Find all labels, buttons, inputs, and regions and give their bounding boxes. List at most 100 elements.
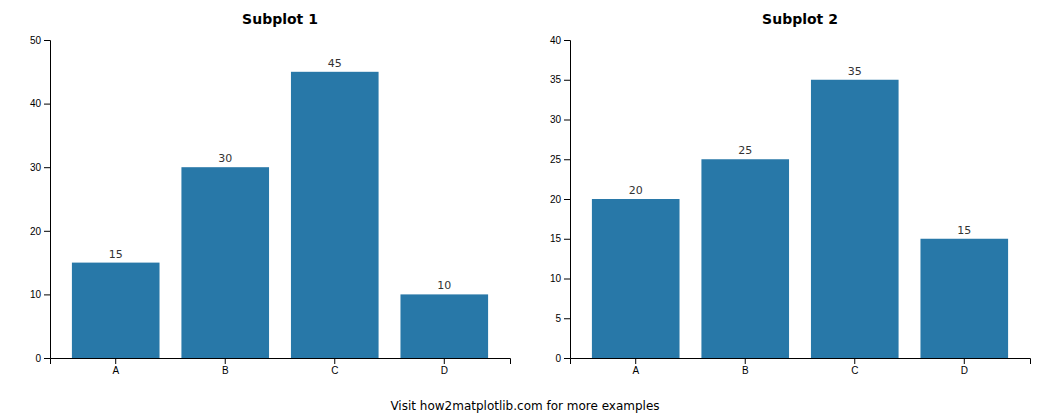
tick-mark: [564, 358, 570, 359]
y-tick: 50: [30, 35, 50, 46]
y-tick: 30: [30, 162, 50, 173]
axis-line: [44, 41, 51, 359]
x-tick: D: [961, 358, 968, 376]
x-tick: C: [331, 358, 338, 376]
tick-label: 10: [30, 289, 42, 300]
panel: 0 10 20 30 40 50 A B C D 15 30 45 10 Subplot 1: [30, 11, 511, 376]
bars: [72, 72, 488, 358]
bar: [811, 80, 899, 358]
bar: [701, 159, 789, 358]
y-tick: 35: [550, 74, 570, 85]
chart-root: 01020304050ABCD15304510Subplot 105101520…: [0, 0, 1050, 420]
y-tick: 0: [35, 353, 50, 364]
data-label: 25: [738, 144, 752, 157]
tick-label: 20: [30, 226, 42, 237]
tick-mark: [564, 279, 570, 280]
tick-mark: [334, 358, 335, 364]
tick-mark: [564, 199, 570, 200]
tick-label: 0: [555, 353, 561, 364]
data-label: 15: [109, 248, 123, 261]
chart-title: Subplot 1: [242, 11, 318, 27]
tick-mark: [854, 358, 855, 364]
tick-label: 0: [35, 353, 41, 364]
tick-mark: [44, 40, 50, 41]
footer: Visit how2matplotlib.com for more exampl…: [390, 399, 659, 413]
tick-mark: [444, 358, 445, 364]
tick-mark: [745, 358, 746, 364]
tick-label: 50: [30, 35, 42, 46]
axis-line: [51, 359, 511, 365]
x-tick: A: [112, 358, 119, 376]
y-tick: 40: [550, 35, 570, 46]
data-label: 45: [328, 57, 342, 70]
tick-label: 15: [550, 233, 562, 244]
y-tick: 25: [550, 154, 570, 165]
y-axis: 0 10 20 30 40 50: [30, 35, 51, 364]
tick-label: 40: [550, 35, 562, 46]
data-labels: 20 25 35 15: [629, 65, 972, 237]
tick-mark: [564, 80, 570, 81]
y-tick: 5: [555, 313, 570, 324]
tick-mark: [44, 104, 50, 105]
bar: [72, 263, 160, 358]
bar: [181, 167, 269, 358]
tick-mark: [564, 40, 570, 41]
tick-label: 10: [550, 273, 562, 284]
x-tick: C: [851, 358, 858, 376]
data-label: 10: [437, 279, 451, 292]
tick-mark: [44, 358, 50, 359]
tick-label: C: [331, 365, 338, 376]
x-tick: A: [632, 358, 639, 376]
y-tick: 0: [555, 353, 570, 364]
y-tick: 20: [550, 194, 570, 205]
tick-mark: [44, 294, 50, 295]
tick-mark: [44, 231, 50, 232]
tick-label: C: [851, 365, 858, 376]
bar: [291, 72, 379, 358]
tick-mark: [564, 159, 570, 160]
tick-label: A: [112, 365, 119, 376]
tick-label: 35: [550, 74, 562, 85]
data-labels: 15 30 45 10: [109, 57, 452, 293]
y-tick: 10: [30, 289, 50, 300]
x-axis: A B C D: [51, 358, 511, 376]
tick-label: D: [961, 365, 968, 376]
tick-label: A: [632, 365, 639, 376]
tick-label: 30: [550, 114, 562, 125]
tick-label: 5: [555, 313, 561, 324]
panel: 0 5 10 15 20 25 30 35 40 A B C D 20 25 35 15 Subplot 2: [550, 11, 1031, 376]
bar: [400, 294, 488, 358]
x-tick: B: [742, 358, 749, 376]
tick-label: 20: [550, 194, 562, 205]
y-tick: 10: [550, 273, 570, 284]
y-tick: 40: [30, 98, 50, 109]
bar: [592, 199, 680, 358]
bars: [592, 80, 1008, 358]
tick-mark: [564, 318, 570, 319]
tick-mark: [964, 358, 965, 364]
tick-mark: [44, 167, 50, 168]
tick-label: 40: [30, 98, 42, 109]
axis-line: [571, 359, 1031, 365]
chart-title: Subplot 2: [762, 11, 838, 27]
tick-mark: [564, 239, 570, 240]
data-label: 20: [629, 184, 643, 197]
bar: [920, 239, 1008, 358]
y-tick: 30: [550, 114, 570, 125]
tick-label: D: [441, 365, 448, 376]
tick-label: 25: [550, 154, 562, 165]
tick-mark: [635, 358, 636, 364]
data-label: 15: [957, 224, 971, 237]
tick-mark: [564, 120, 570, 121]
axis-line: [564, 41, 571, 359]
x-tick: B: [222, 358, 229, 376]
data-label: 30: [218, 152, 232, 165]
tick-mark: [115, 358, 116, 364]
y-tick: 15: [550, 233, 570, 244]
data-label: 35: [848, 65, 862, 78]
tick-mark: [225, 358, 226, 364]
x-axis: A B C D: [571, 358, 1031, 376]
y-axis: 0 5 10 15 20 25 30 35 40: [550, 35, 571, 364]
x-tick: D: [441, 358, 448, 376]
y-tick: 20: [30, 226, 50, 237]
